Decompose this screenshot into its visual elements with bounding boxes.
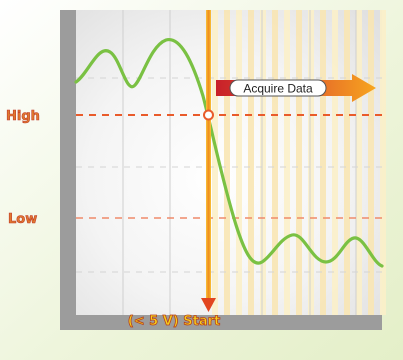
- acquire-label: Acquire Data: [243, 82, 313, 96]
- acquire-stripe: [332, 10, 338, 315]
- start-label: (< 5 V) Start: [128, 314, 220, 329]
- vertical-grid: [122, 10, 357, 315]
- acquire-stripe: [308, 10, 314, 315]
- acquire-stripe: [296, 10, 302, 315]
- acquire-data-arrow: Acquire Data: [216, 74, 376, 102]
- acquire-stripe: [320, 10, 326, 315]
- acquire-stripe: [284, 10, 290, 315]
- acquire-stripe: [272, 10, 278, 315]
- acquire-stripe: [248, 10, 254, 315]
- acquire-stripe: [212, 10, 218, 315]
- acquire-stripe: [224, 10, 230, 315]
- trigger-point: [203, 109, 214, 121]
- signal-wave: [74, 38, 384, 268]
- low-label: Low: [8, 212, 37, 227]
- acquire-stripe: [380, 10, 386, 315]
- horizontal-grid: [76, 77, 382, 273]
- acquire-stripe: [260, 10, 266, 315]
- acquire-stripe: [356, 10, 362, 315]
- trigger-arrow-head: [201, 298, 216, 312]
- acquire-stripe: [368, 10, 374, 315]
- acquire-region: [212, 10, 386, 315]
- high-label: High: [6, 109, 40, 124]
- acquire-stripe: [344, 10, 350, 315]
- acquire-stripe: [236, 10, 242, 315]
- acquire-label-pill: [229, 79, 327, 97]
- trigger-line: [206, 10, 211, 300]
